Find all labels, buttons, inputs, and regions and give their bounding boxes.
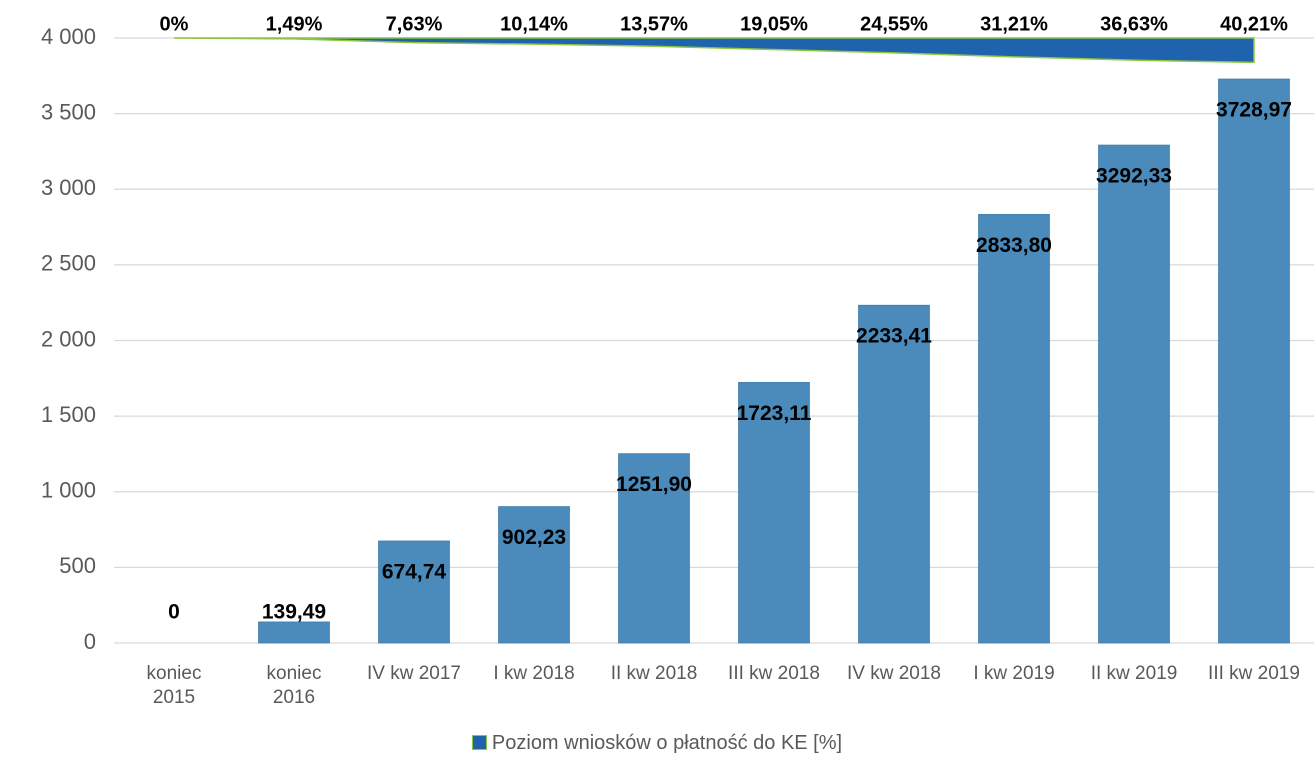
y-tick-label: 2 000: [41, 326, 96, 351]
data-label: 902,23: [502, 526, 566, 549]
bar: [738, 382, 810, 644]
percent-label: 40,21%: [1220, 13, 1288, 35]
percent-label: 7,63%: [386, 13, 443, 35]
x-tick-label: II kw 2018: [610, 663, 698, 684]
x-tick-label: koniec 2016: [266, 663, 322, 708]
percent-label: 31,21%: [980, 13, 1048, 35]
percent-label: 19,05%: [740, 13, 808, 35]
x-tick-label: I kw 2018: [493, 663, 575, 684]
bar: [1218, 78, 1290, 644]
legend: Poziom wniosków o płatność do KE [%]: [0, 732, 1314, 755]
data-label: 139,49: [262, 601, 326, 624]
percent-label: 0%: [160, 13, 189, 35]
y-tick-label: 3 000: [41, 175, 96, 200]
y-tick-label: 1 000: [41, 478, 96, 503]
bar: [618, 453, 690, 644]
percent-label: 1,49%: [266, 13, 323, 35]
y-tick-label: 500: [59, 553, 96, 578]
y-tick-label: 0: [84, 629, 96, 654]
data-label: 3292,33: [1096, 165, 1172, 188]
percent-label: 13,57%: [620, 13, 688, 35]
data-label: 0: [168, 601, 180, 624]
y-tick-label: 1 500: [41, 402, 96, 427]
x-tick-label: IV kw 2018: [847, 663, 941, 684]
bar: [498, 506, 570, 644]
bar: [858, 304, 930, 644]
data-label: 3728,97: [1216, 99, 1292, 122]
x-tick-label: I kw 2019: [973, 663, 1055, 684]
x-tick-label: koniec 2015: [146, 663, 202, 708]
y-tick-label: 4 000: [41, 24, 96, 49]
data-label: 1723,11: [737, 402, 812, 425]
bar: [258, 621, 330, 644]
percent-label: 10,14%: [500, 13, 568, 35]
percent-label: 24,55%: [860, 13, 928, 35]
data-label: 674,74: [382, 560, 447, 583]
x-tick-label: IV kw 2017: [367, 663, 461, 684]
bar: [1098, 144, 1170, 644]
percent-area: [173, 37, 1255, 64]
x-tick-label: III kw 2019: [1208, 663, 1300, 684]
data-label: 1251,90: [616, 473, 692, 496]
y-tick-label: 3 500: [41, 99, 96, 124]
x-tick-label: II kw 2019: [1090, 663, 1178, 684]
x-tick-label: III kw 2018: [728, 663, 820, 684]
data-label: 2833,80: [976, 234, 1052, 257]
bar: [378, 540, 450, 644]
percent-label: 36,63%: [1100, 13, 1168, 35]
bar: [978, 214, 1050, 644]
legend-swatch: [471, 735, 487, 750]
legend-label: Poziom wniosków o płatność do KE [%]: [491, 732, 843, 754]
data-label: 2233,41: [856, 325, 932, 348]
y-tick-label: 2 500: [41, 251, 96, 276]
